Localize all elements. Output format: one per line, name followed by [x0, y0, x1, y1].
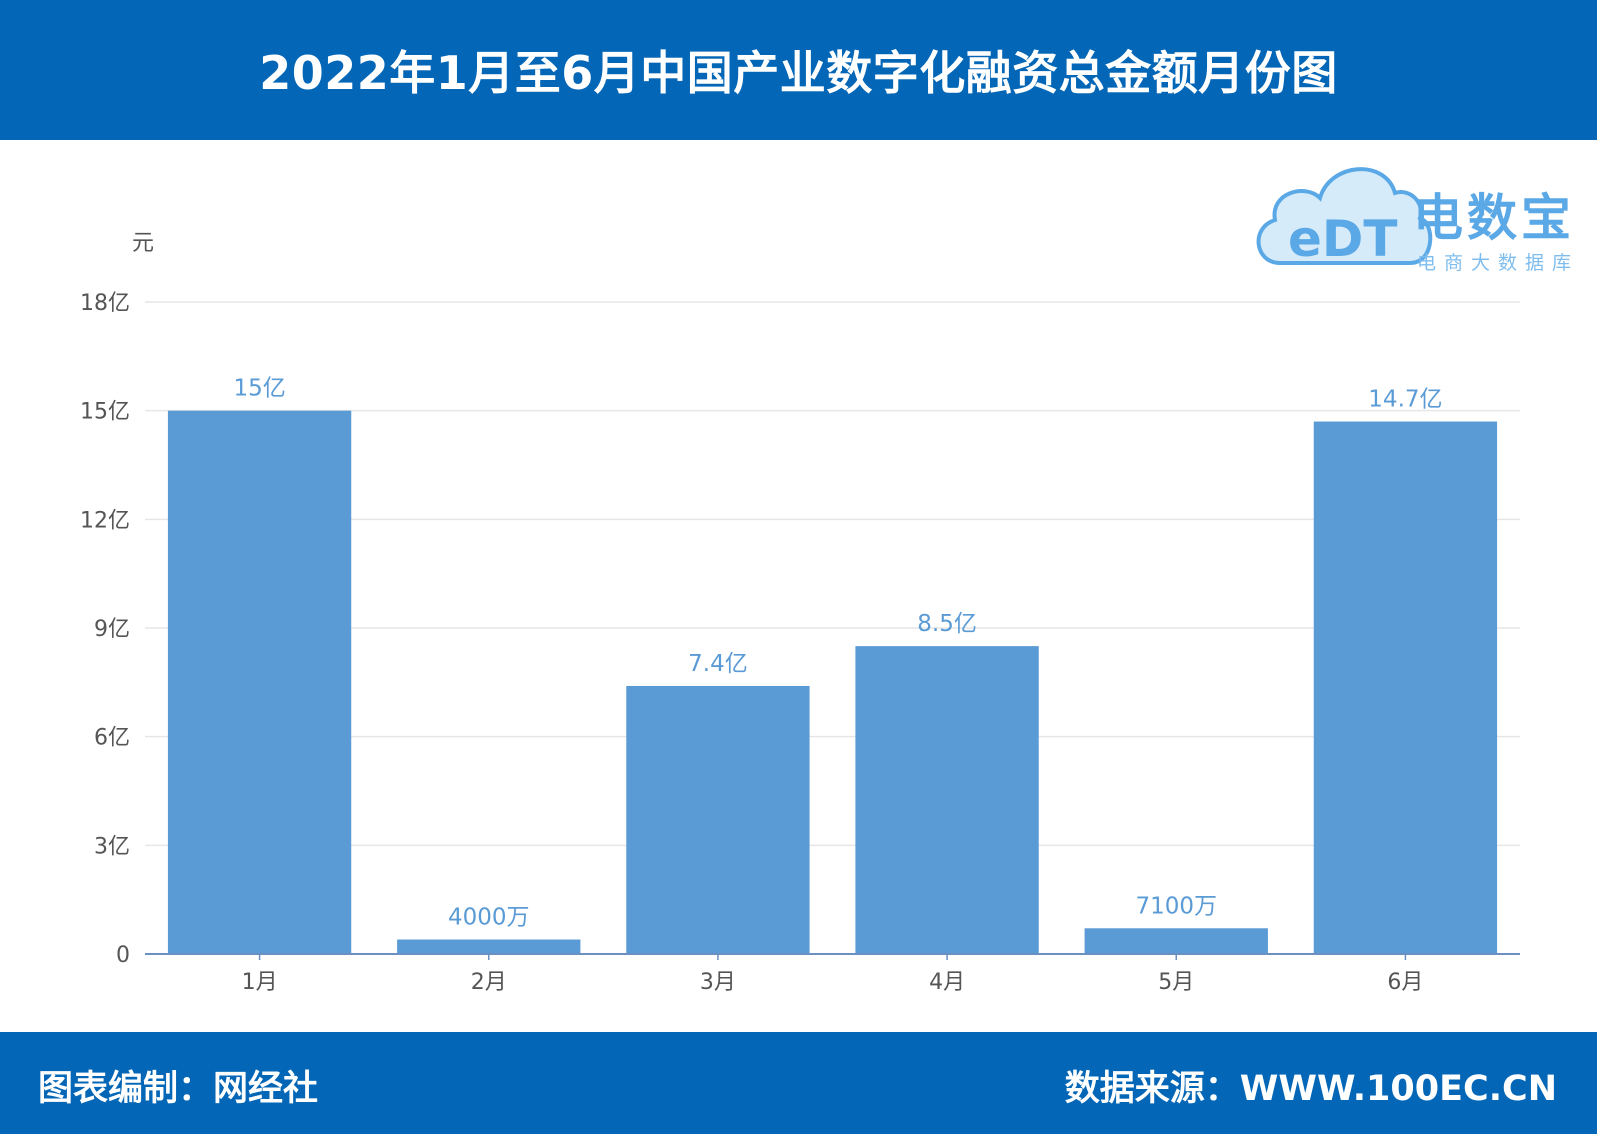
x-tick-label: 3月: [700, 970, 736, 995]
cloud-logo-icon: eDT: [1256, 167, 1433, 268]
data-label: 14.7亿: [1368, 387, 1442, 413]
chart-credit: 图表编制：网经社: [38, 1069, 319, 1109]
bar: [397, 939, 581, 954]
bar: [626, 685, 810, 954]
bar-chart: 元 0 3亿 6亿 9亿 12亿 15亿 18亿 15亿 1月 4000万 2月 7.4亿 3月 8.5亿 4…: [80, 231, 1520, 995]
y-tick-label: 3亿: [94, 834, 130, 859]
footer-banner: 图表编制：网经社 数据来源：WWW.100EC.CN: [0, 1032, 1597, 1134]
logo-mark: eDT: [1288, 210, 1398, 268]
y-tick-label: 15亿: [80, 400, 130, 425]
y-tick-label: 12亿: [80, 508, 130, 533]
bar: [855, 646, 1039, 954]
y-axis-label: 元: [132, 231, 154, 256]
y-tick-label: 6亿: [94, 726, 130, 751]
bar: [167, 410, 352, 955]
y-tick-label: 0: [116, 943, 130, 968]
data-label: 7.4亿: [688, 651, 748, 677]
x-tick-label: 4月: [929, 970, 965, 995]
data-label: 4000万: [448, 905, 530, 931]
data-label: 15亿: [233, 376, 285, 402]
logo-subtitle: 电商大数据库: [1417, 252, 1580, 274]
x-tick-label: 2月: [471, 970, 507, 995]
y-tick-label: 18亿: [80, 291, 130, 316]
bar: [1084, 928, 1268, 954]
data-source: 数据来源：WWW.100EC.CN: [1064, 1069, 1557, 1109]
logo-name: 电数宝: [1413, 189, 1575, 247]
data-label: 7100万: [1135, 893, 1217, 919]
x-tick-label: 6月: [1387, 970, 1423, 995]
x-tick-label: 1月: [242, 970, 278, 995]
x-tick-label: 5月: [1158, 970, 1194, 995]
bar: [1313, 421, 1498, 954]
y-tick-label: 9亿: [94, 617, 130, 642]
chart-title: 2022年1月至6月中国产业数字化融资总金额月份图: [259, 46, 1338, 100]
data-label: 8.5亿: [917, 611, 977, 637]
title-banner: 2022年1月至6月中国产业数字化融资总金额月份图: [0, 0, 1597, 140]
